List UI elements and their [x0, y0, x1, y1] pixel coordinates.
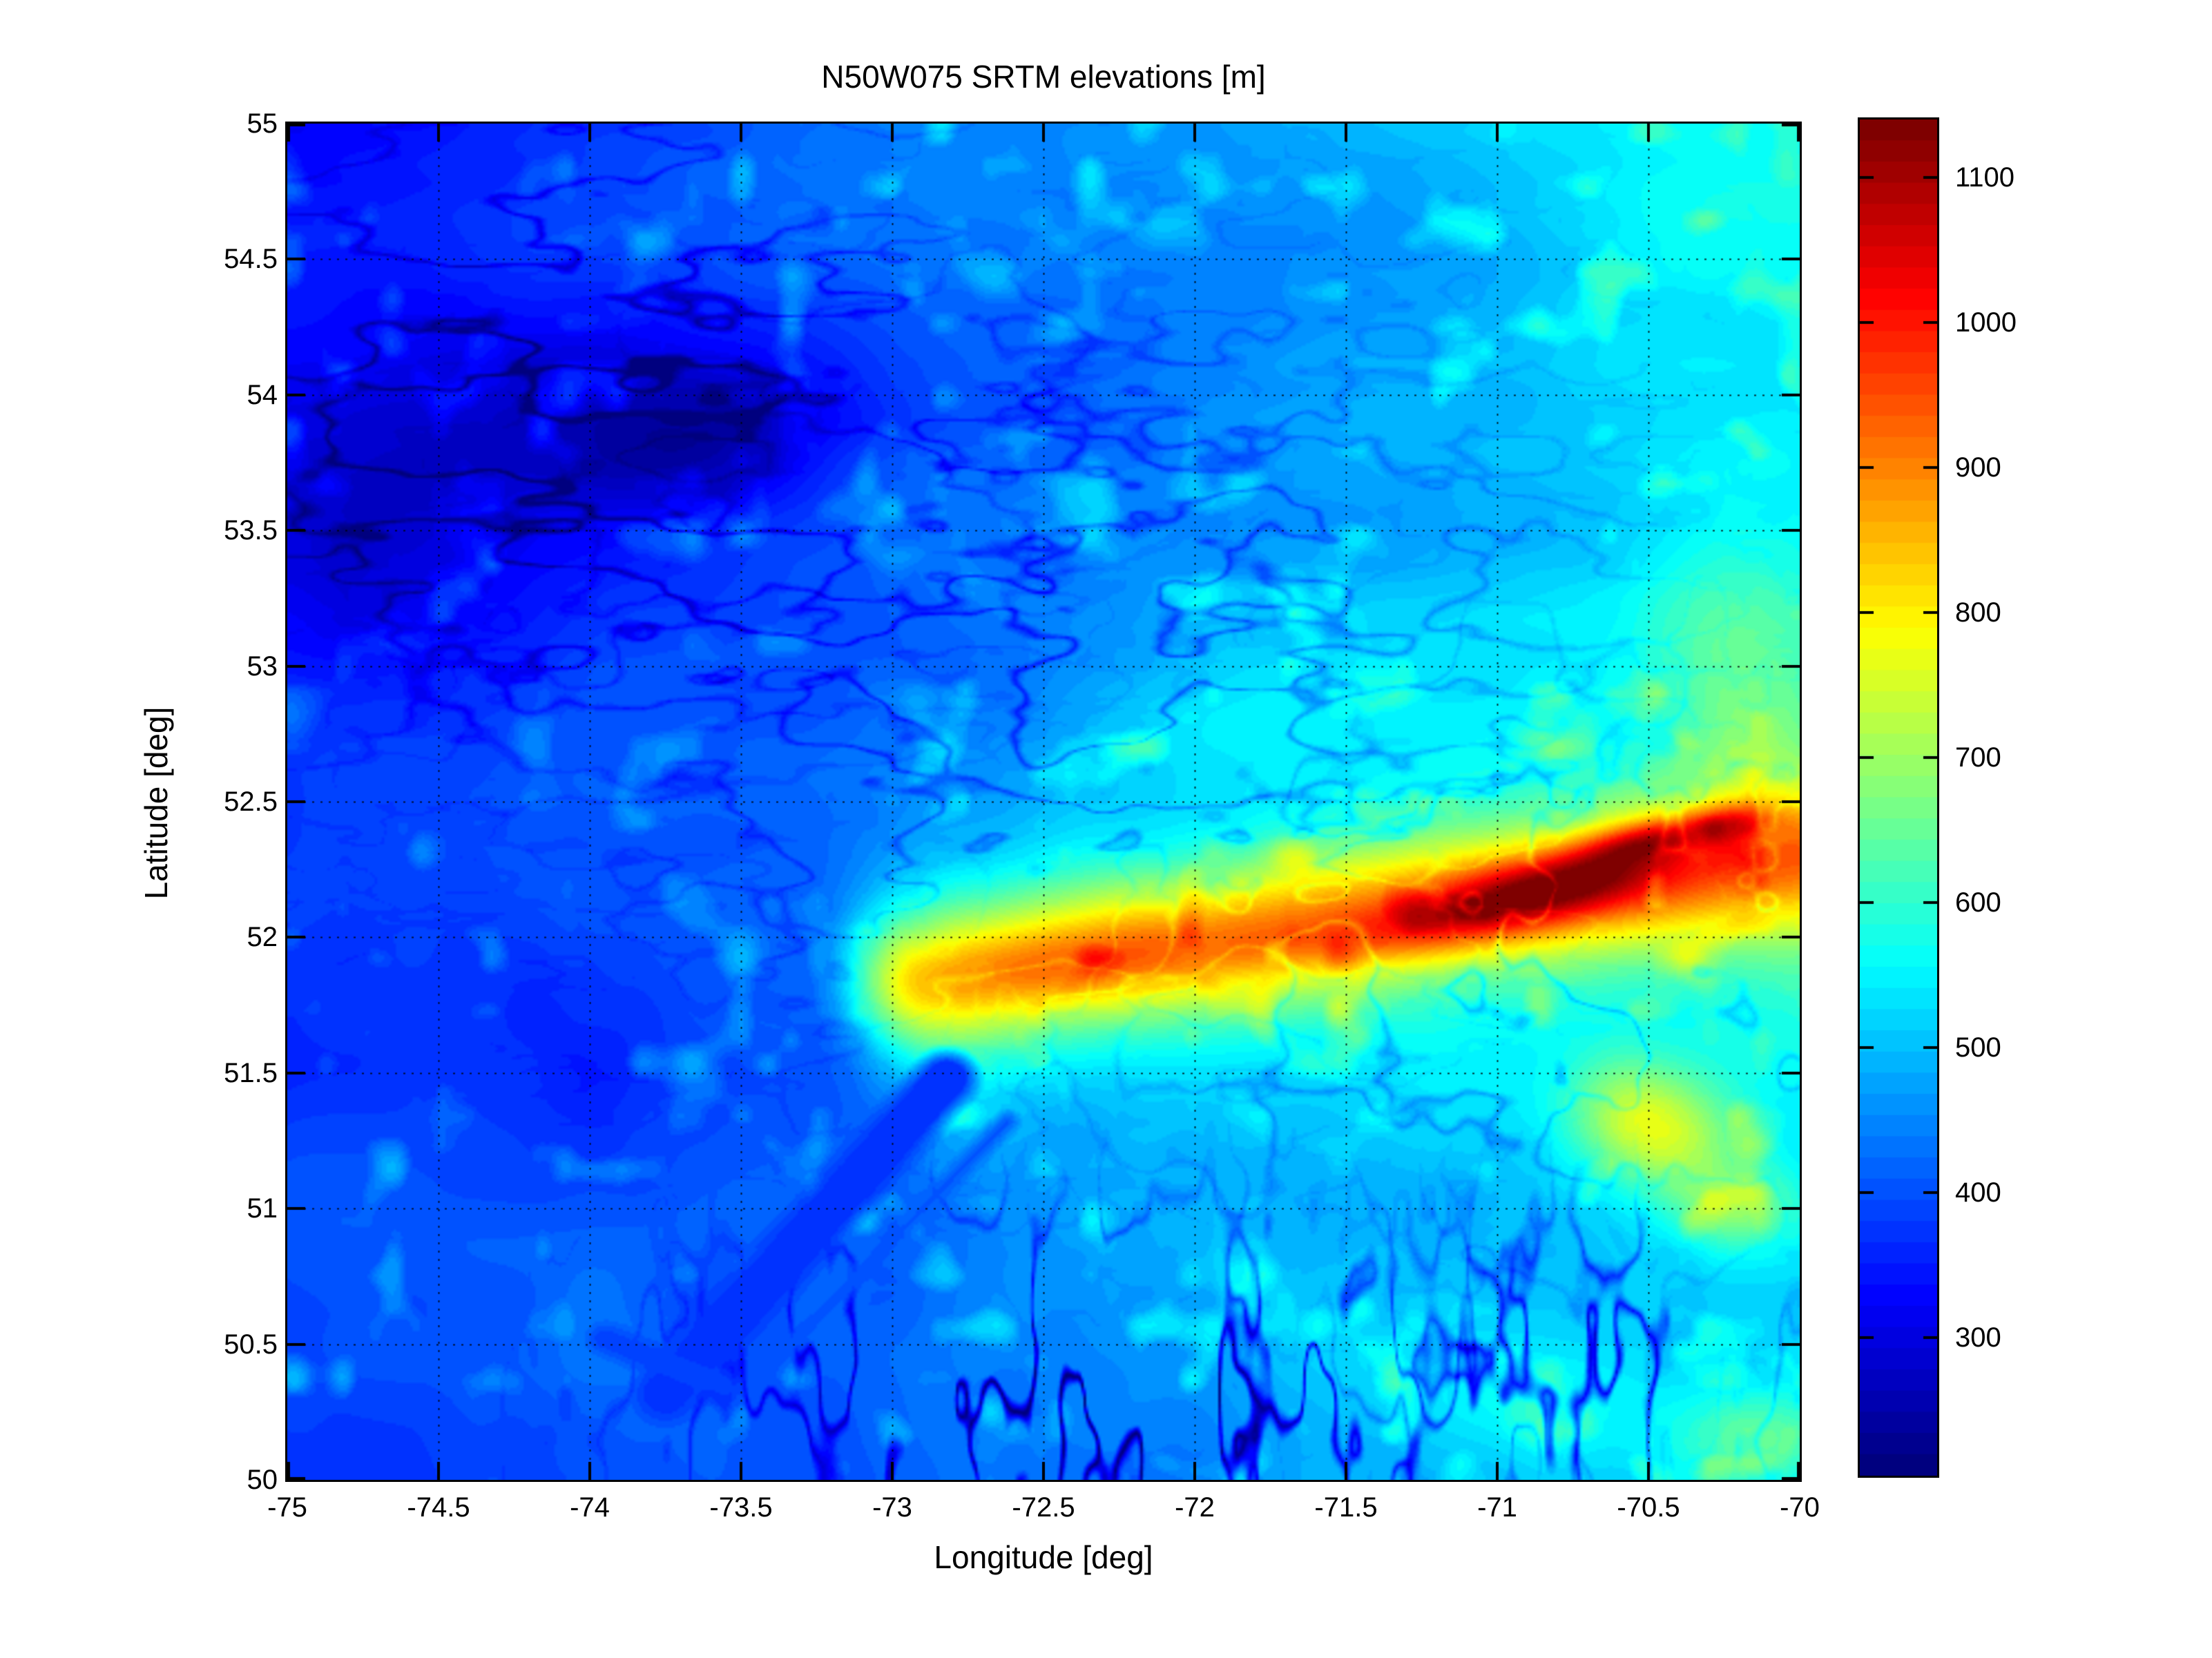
- colorbar-tick-label: 600: [1955, 887, 2001, 918]
- x-tick-label: -71: [1477, 1492, 1517, 1523]
- colorbar-tick-label: 700: [1955, 742, 2001, 773]
- x-tick-label: -75: [267, 1492, 307, 1523]
- x-axis-label: Longitude [deg]: [934, 1539, 1153, 1575]
- y-tick-label: 55: [247, 108, 278, 139]
- plot-title: N50W075 SRTM elevations [m]: [821, 59, 1266, 95]
- colorbar-tick-label: 400: [1955, 1177, 2001, 1208]
- y-tick-label: 53: [247, 650, 278, 682]
- x-tick-label: -73.5: [709, 1492, 773, 1523]
- y-tick-label: 50: [247, 1465, 278, 1495]
- y-tick-label: 52: [247, 922, 278, 953]
- y-tick-label: 51: [247, 1193, 278, 1224]
- colorbar-tick-label: 300: [1955, 1322, 2001, 1353]
- x-tick-label: -73: [872, 1492, 912, 1523]
- colorbar-tick-label: 500: [1955, 1032, 2001, 1063]
- x-tick-label: -72: [1175, 1492, 1215, 1523]
- y-tick-label: 50.5: [224, 1329, 278, 1360]
- x-tick-label: -74.5: [407, 1492, 470, 1523]
- colorbar-tick-label: 900: [1955, 452, 2001, 483]
- plot-frame: [285, 122, 1802, 1482]
- colorbar-canvas: [1860, 119, 1937, 1476]
- x-tick-label: -72.5: [1012, 1492, 1075, 1523]
- y-tick-label: 53.5: [224, 515, 278, 546]
- x-tick-label: -74: [570, 1492, 610, 1523]
- x-tick-label: -70.5: [1617, 1492, 1680, 1523]
- colorbar-tick-label: 800: [1955, 597, 2001, 628]
- y-tick-label: 54.5: [224, 244, 278, 275]
- y-tick-label: 52.5: [224, 787, 278, 817]
- elevation-heatmap-canvas: [287, 124, 1800, 1480]
- colorbar-frame: [1858, 117, 1939, 1478]
- colorbar-tick-label: 1000: [1955, 307, 2017, 338]
- y-tick-label: 51.5: [224, 1057, 278, 1088]
- y-tick-label: 54: [247, 379, 278, 410]
- colorbar-tick-label: 1100: [1955, 162, 2015, 193]
- x-tick-label: -70: [1780, 1492, 1820, 1523]
- x-tick-label: -71.5: [1314, 1492, 1378, 1523]
